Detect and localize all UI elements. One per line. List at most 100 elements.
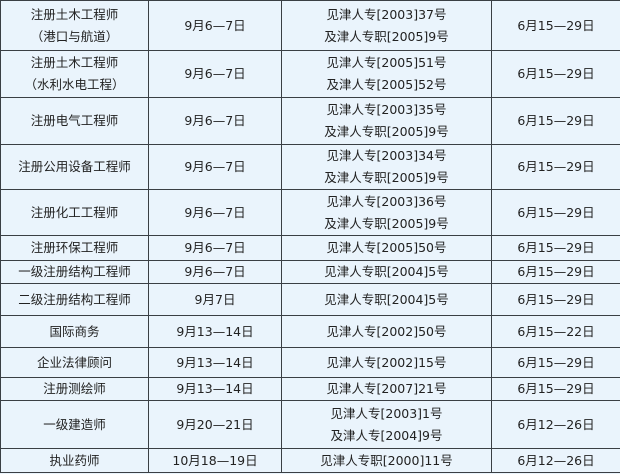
document-cell: 见津人专职[2000]11号 [281, 448, 492, 473]
document-cell-line: 见津人专职[2000]11号 [320, 452, 453, 468]
exam-name-cell-line: （港口与航道） [30, 28, 119, 44]
exam-name-cell: 国际商务 [0, 315, 149, 348]
document-cell-line: 见津人专[2005]50号 [326, 240, 447, 255]
document-cell-line: 及津人专职[2005]9号 [324, 28, 449, 44]
exam-name-cell-line: 执业药师 [49, 452, 100, 468]
exam-name-cell-line: 注册环保工程师 [30, 240, 119, 255]
signup-date-cell: 6月15—29日 [491, 377, 620, 401]
exam-name-cell-line: 注册测绘师 [43, 381, 106, 396]
exam-name-cell: 注册化工工程师 [0, 189, 149, 236]
document-cell-line: 及津人专职[2005]9号 [324, 215, 449, 231]
signup-date-cell: 6月15—29日 [491, 0, 620, 51]
document-cell: 见津人专[2003]1号 及津人专[2004]9号 [281, 400, 492, 449]
document-cell-line: 见津人专职[2004]5号 [324, 264, 449, 279]
document-cell: 见津人专[2003]35号 及津人专职[2005]9号 [281, 97, 492, 145]
table-row: 注册环保工程师 9月6—7日 见津人专[2005]50号 6月15—29日 [0, 235, 620, 261]
exam-name-cell-line: 注册土木工程师 [30, 6, 119, 22]
document-cell-line: 见津人专[2003]36号 [326, 193, 447, 209]
exam-name-cell: 注册电气工程师 [0, 97, 149, 145]
table-row: 注册土木工程师 （港口与航道） 9月6—7日 见津人专[2003]37号 及津人专职[2… [0, 0, 620, 51]
table-row: 一级注册结构工程师 9月6—7日 见津人专职[2004]5号 6月15—29日 [0, 260, 620, 284]
exam-name-cell-line: 注册公用设备工程师 [18, 159, 131, 174]
table-row: 国际商务 9月13—14日 见津人专[2002]50号 6月15—22日 [0, 315, 620, 348]
signup-date-cell: 6月12—26日 [491, 400, 620, 449]
exam-date-cell: 9月6—7日 [148, 144, 282, 190]
document-cell-line: 及津人专职[2005]9号 [324, 170, 449, 185]
document-cell: 见津人专职[2004]5号 [281, 260, 492, 284]
signup-date-cell: 6月15—29日 [491, 347, 620, 378]
table-row: 注册测绘师 9月13—14日 见津人专[2007]21号 6月15—29日 [0, 377, 620, 401]
signup-date-cell: 6月15—29日 [491, 97, 620, 145]
signup-date-cell: 6月12—26日 [491, 448, 620, 473]
document-cell-line: 见津人专[2005]51号 [326, 55, 447, 70]
document-cell-line: 及津人专职[2005]9号 [324, 124, 449, 139]
document-cell: 见津人专[2005]51号 及津人专[2005]52号 [281, 50, 492, 98]
document-cell: 见津人专[2003]37号 及津人专职[2005]9号 [281, 0, 492, 51]
exam-date-cell: 9月13—14日 [148, 315, 282, 348]
table-row: 二级注册结构工程师 9月7日 见津人专职[2004]5号 6月15—29日 [0, 283, 620, 316]
exam-date-cell: 9月6—7日 [148, 189, 282, 236]
table-row: 一级建造师 9月20—21日 见津人专[2003]1号 及津人专[2004]9号 6月1… [0, 400, 620, 449]
exam-name-cell: 一级注册结构工程师 [0, 260, 149, 284]
document-cell-line: 及津人专[2004]9号 [330, 427, 443, 443]
exam-date-cell: 9月13—14日 [148, 377, 282, 401]
exam-name-cell: 执业药师 [0, 448, 149, 473]
document-cell: 见津人专[2003]36号 及津人专职[2005]9号 [281, 189, 492, 236]
exam-name-cell: 二级注册结构工程师 [0, 283, 149, 316]
exam-date-cell: 10月18—19日 [148, 448, 282, 473]
document-cell: 见津人专[2002]15号 [281, 347, 492, 378]
document-cell-line: 见津人专职[2004]5号 [324, 291, 449, 307]
signup-date-cell: 6月15—29日 [491, 144, 620, 190]
signup-date-cell: 6月15—29日 [491, 50, 620, 98]
document-cell-line: 见津人专[2003]1号 [330, 405, 443, 421]
exam-name-cell: 注册环保工程师 [0, 235, 149, 261]
signup-date-cell: 6月15—29日 [491, 283, 620, 316]
exam-name-cell: 注册测绘师 [0, 377, 149, 401]
exam-date-cell: 9月6—7日 [148, 235, 282, 261]
document-cell-line: 见津人专[2003]35号 [326, 102, 447, 117]
signup-date-cell: 6月15—29日 [491, 235, 620, 261]
exam-name-cell-line: （水利水电工程） [24, 77, 125, 92]
exam-name-cell: 企业法律顾问 [0, 347, 149, 378]
exam-name-cell: 注册公用设备工程师 [0, 144, 149, 190]
document-cell-line: 见津人专[2007]21号 [326, 381, 447, 396]
signup-date-cell: 6月15—29日 [491, 260, 620, 284]
table-row: 注册化工工程师 9月6—7日 见津人专[2003]36号 及津人专职[2005]9号 6… [0, 189, 620, 236]
document-cell: 见津人专[2007]21号 [281, 377, 492, 401]
exam-name-cell-line: 注册化工工程师 [30, 204, 119, 220]
table-row: 企业法律顾问 9月13—14日 见津人专[2002]15号 6月15—29日 [0, 347, 620, 378]
exam-date-cell: 9月7日 [148, 283, 282, 316]
exam-name-cell-line: 一级注册结构工程师 [18, 264, 131, 279]
document-cell-line: 及津人专[2005]52号 [326, 77, 447, 92]
exam-name-cell: 注册土木工程师 （水利水电工程） [0, 50, 149, 98]
document-cell: 见津人专[2003]34号 及津人专职[2005]9号 [281, 144, 492, 190]
document-cell-line: 见津人专[2002]15号 [326, 354, 447, 370]
document-cell: 见津人专[2005]50号 [281, 235, 492, 261]
exam-name-cell-line: 注册土木工程师 [30, 55, 119, 70]
exam-name-cell-line: 注册电气工程师 [30, 113, 119, 128]
document-cell: 见津人专职[2004]5号 [281, 283, 492, 316]
signup-date-cell: 6月15—29日 [491, 189, 620, 236]
exam-date-cell: 9月6—7日 [148, 97, 282, 145]
exam-date-cell: 9月6—7日 [148, 50, 282, 98]
document-cell-line: 见津人专[2002]50号 [326, 323, 447, 339]
table-row: 注册土木工程师 （水利水电工程） 9月6—7日 见津人专[2005]51号 及津人专[2… [0, 50, 620, 98]
document-cell-line: 见津人专[2003]37号 [326, 6, 447, 22]
exam-date-cell: 9月6—7日 [148, 0, 282, 51]
document-cell: 见津人专[2002]50号 [281, 315, 492, 348]
document-cell-line: 见津人专[2003]34号 [326, 148, 447, 163]
exam-name-cell-line: 企业法律顾问 [36, 354, 112, 370]
exam-name-cell-line: 国际商务 [49, 323, 100, 339]
exam-date-cell: 9月6—7日 [148, 260, 282, 284]
exam-name-cell-line: 一级建造师 [43, 416, 106, 432]
signup-date-cell: 6月15—22日 [491, 315, 620, 348]
exam-name-cell: 注册土木工程师 （港口与航道） [0, 0, 149, 51]
table-row: 注册公用设备工程师 9月6—7日 见津人专[2003]34号 及津人专职[2005]9… [0, 144, 620, 190]
table-row: 注册电气工程师 9月6—7日 见津人专[2003]35号 及津人专职[2005]9号 6… [0, 97, 620, 145]
exam-date-cell: 9月13—14日 [148, 347, 282, 378]
exam-name-cell-line: 二级注册结构工程师 [18, 291, 131, 307]
exam-name-cell: 一级建造师 [0, 400, 149, 449]
exam-date-cell: 9月20—21日 [148, 400, 282, 449]
